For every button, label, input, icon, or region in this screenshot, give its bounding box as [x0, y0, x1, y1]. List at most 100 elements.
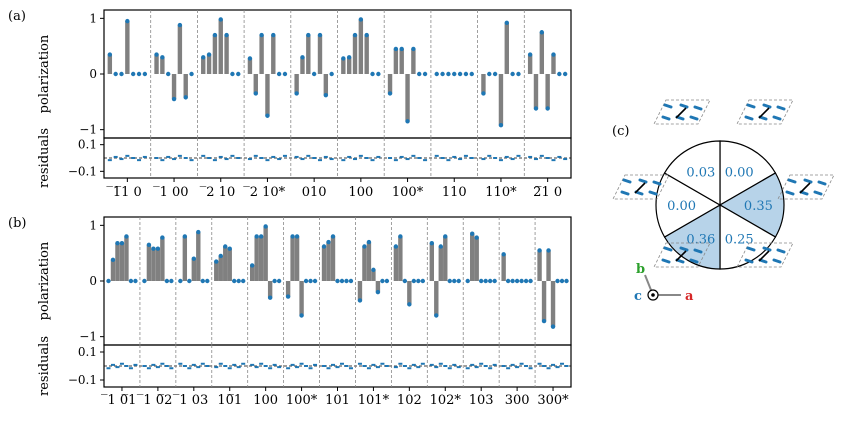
residual-point [411, 363, 416, 366]
data-point [562, 71, 568, 77]
data-point [452, 71, 457, 77]
residual-point [113, 155, 118, 158]
data-point [232, 278, 237, 284]
residual-point [515, 366, 520, 369]
residual-point [470, 363, 475, 366]
bar [290, 236, 295, 281]
data-point [119, 71, 124, 77]
data-point [371, 267, 376, 273]
structure-icon [736, 99, 794, 125]
x-tick-label: 110* [485, 185, 517, 200]
bar [160, 57, 165, 74]
data-point [171, 96, 177, 102]
data-point [205, 278, 210, 284]
data-point [189, 71, 194, 77]
residual-point [214, 366, 219, 369]
data-point [321, 244, 327, 249]
bar [267, 281, 273, 298]
data-point [154, 52, 159, 57]
data-point [323, 92, 329, 98]
residual-point [200, 362, 205, 365]
residual-point [254, 366, 259, 369]
residual-point [224, 158, 229, 161]
data-point [177, 22, 183, 28]
data-point [200, 278, 205, 284]
data-point [370, 71, 375, 77]
residual-point [479, 362, 484, 365]
residual-point [236, 157, 241, 159]
data-point [142, 278, 147, 284]
residual-point [232, 363, 237, 366]
data-point [469, 71, 474, 77]
data-point [417, 71, 422, 77]
residual-point [506, 367, 511, 370]
residual-point [458, 158, 463, 161]
data-point [539, 30, 545, 35]
residual-point [388, 157, 393, 159]
residual-point [483, 365, 488, 367]
residual-point [142, 155, 147, 158]
residual-tick-label: −0.1 [68, 164, 97, 178]
spin-arrow [675, 258, 685, 264]
residual-point [177, 154, 182, 157]
residual-point [119, 362, 124, 365]
residual-point [504, 155, 509, 158]
bar [405, 74, 410, 122]
data-point [253, 91, 258, 96]
residual-point [516, 154, 521, 157]
bar [271, 35, 276, 74]
bar [107, 54, 113, 74]
data-point [201, 55, 206, 60]
bar [160, 237, 165, 281]
spin-arrow [663, 103, 673, 109]
axis-label-a: a [685, 289, 694, 304]
data-point [276, 278, 282, 284]
bar [171, 74, 177, 100]
bar [434, 281, 439, 316]
data-point [110, 257, 116, 263]
residual-point [488, 367, 493, 370]
pie-slice-label: 0.00 [667, 199, 696, 214]
data-point [555, 278, 560, 284]
bar [196, 232, 201, 281]
spin-arrow [689, 258, 699, 264]
data-point [519, 278, 524, 284]
bar [429, 243, 434, 281]
spin-arrow [744, 115, 754, 121]
spin-arrow [758, 115, 768, 121]
residual-point [407, 367, 412, 370]
residual-point [402, 365, 407, 367]
bar [326, 242, 331, 281]
center-arrow [675, 107, 687, 119]
bar [317, 35, 323, 74]
bar [346, 57, 352, 74]
residual-point [434, 154, 439, 157]
bar [443, 236, 448, 281]
residual-point [277, 366, 282, 369]
residual-point [384, 365, 389, 367]
pie-slice-label: 0.25 [725, 232, 754, 247]
residual-point [417, 157, 422, 159]
x-tick-label: ̅1 0̅2 [136, 393, 172, 408]
bar [357, 281, 363, 301]
residual-point [375, 366, 380, 369]
data-point [151, 246, 156, 251]
residual-point [446, 159, 451, 162]
bar [259, 35, 264, 74]
residual-point [371, 363, 376, 366]
x-tick-label: ̅2 10 [199, 185, 235, 200]
residual-point [542, 365, 547, 367]
data-point [505, 278, 511, 284]
bar [214, 261, 219, 281]
bar [323, 74, 329, 96]
residual-point [312, 157, 317, 159]
data-point [498, 123, 504, 128]
data-point [416, 278, 421, 284]
residual-point [133, 363, 138, 366]
data-point [514, 278, 520, 284]
residual-point [247, 158, 252, 161]
bar [551, 54, 556, 74]
bar [393, 246, 399, 281]
residual-point [191, 363, 196, 366]
data-point [146, 242, 152, 248]
